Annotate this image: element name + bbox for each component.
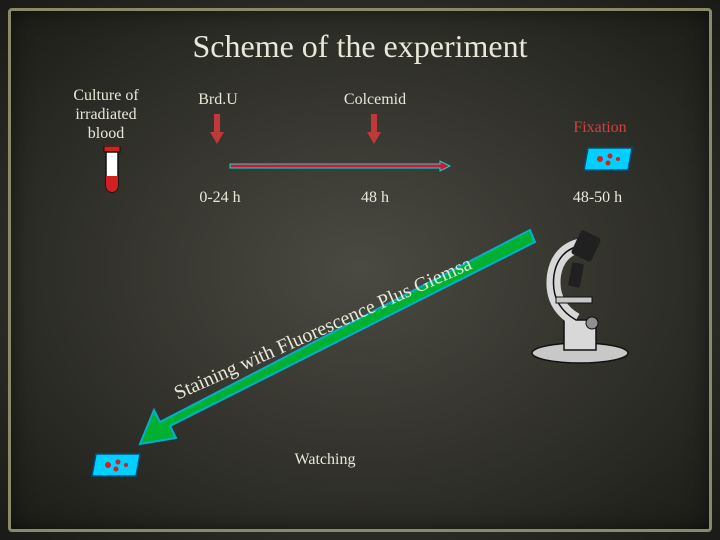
colcemid-arrow-icon — [367, 114, 381, 144]
label-brdu: Brd.U — [188, 90, 248, 109]
label-culture: Culture of irradiated blood — [56, 86, 156, 144]
label-colcemid: Colcemid — [330, 90, 420, 109]
label-fixation: Fixation — [560, 118, 640, 137]
test-tube-icon — [100, 146, 124, 194]
slide-title: Scheme of the experiment — [193, 28, 528, 65]
timeline-arrow-icon — [120, 160, 560, 172]
label-48-50h: 48-50 h — [560, 188, 635, 207]
label-48h: 48 h — [350, 188, 400, 207]
fixation-slide-icon — [580, 144, 636, 174]
brdu-arrow-icon — [210, 114, 224, 144]
label-0-24h: 0-24 h — [185, 188, 255, 207]
